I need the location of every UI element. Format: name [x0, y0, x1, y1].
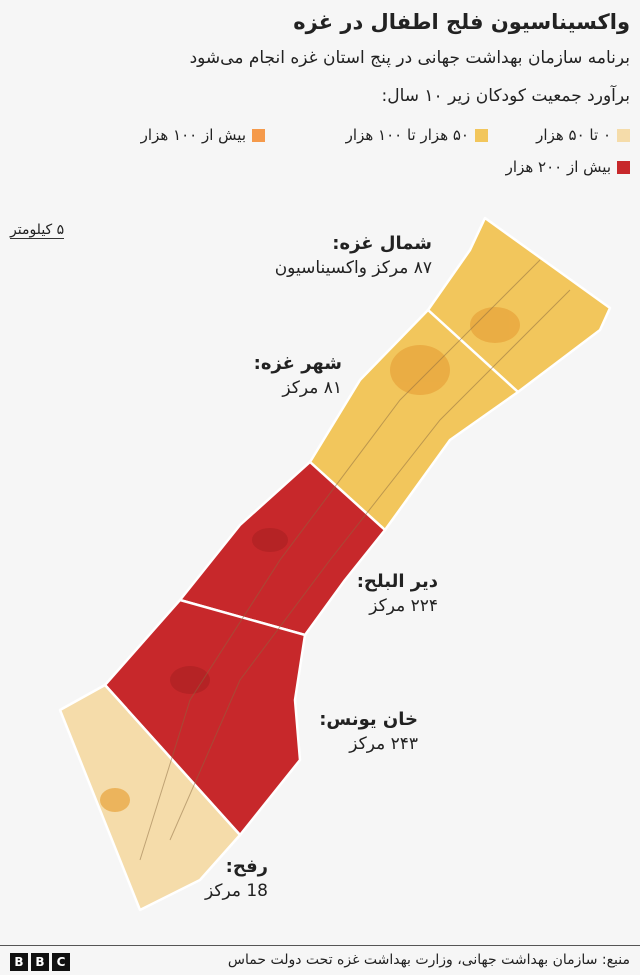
label-deir-al-balah: دیر البلح: ۲۲۴ مرکز [356, 571, 438, 616]
footer-divider [0, 945, 640, 946]
label-khan-younis: خان یونس: ۲۴۳ مرکز [319, 709, 418, 754]
label-rafah: رفح: 18 مرکز [204, 856, 268, 901]
legend-swatch [475, 128, 488, 142]
legend-item: ۵۰ هزار تا ۱۰۰ هزار [346, 126, 488, 144]
legend-title: برآورد جمعیت کودکان زیر ۱۰ سال: [381, 86, 630, 106]
legend-label: بیش از ۱۰۰ هزار [140, 126, 246, 144]
legend-label: ۵۰ هزار تا ۱۰۰ هزار [345, 126, 469, 144]
legend-label: ۰ تا ۵۰ هزار [536, 126, 611, 144]
roads [139, 259, 571, 861]
legend-item: بیش از ۲۰۰ هزار [506, 158, 630, 176]
legend-swatch [252, 128, 265, 142]
region-rafah[interactable] [58, 683, 242, 912]
urban-areas [100, 307, 520, 812]
legend-item: ۰ تا ۵۰ هزار [536, 126, 630, 144]
label-north-gaza: شمال غزه: ۸۷ مرکز واکسیناسیون [274, 233, 432, 278]
legend-swatch [617, 160, 630, 174]
legend-item: بیش از ۱۰۰ هزار [141, 126, 265, 144]
label-gaza-city: شهر غزه: ۸۱ مرکز [253, 353, 342, 398]
source-note: منبع: سازمان بهداشت جهانی، وزارت بهداشت … [227, 952, 630, 968]
legend-swatch [617, 128, 630, 142]
legend-label: بیش از ۲۰۰ هزار [505, 158, 611, 176]
chart-title: واکسیناسیون فلج اطفال در غزه [293, 10, 630, 34]
subtitle: برنامه سازمان بهداشت جهانی در پنج استان … [189, 48, 630, 68]
scale-bar: ۵ کیلومتر [10, 222, 65, 239]
